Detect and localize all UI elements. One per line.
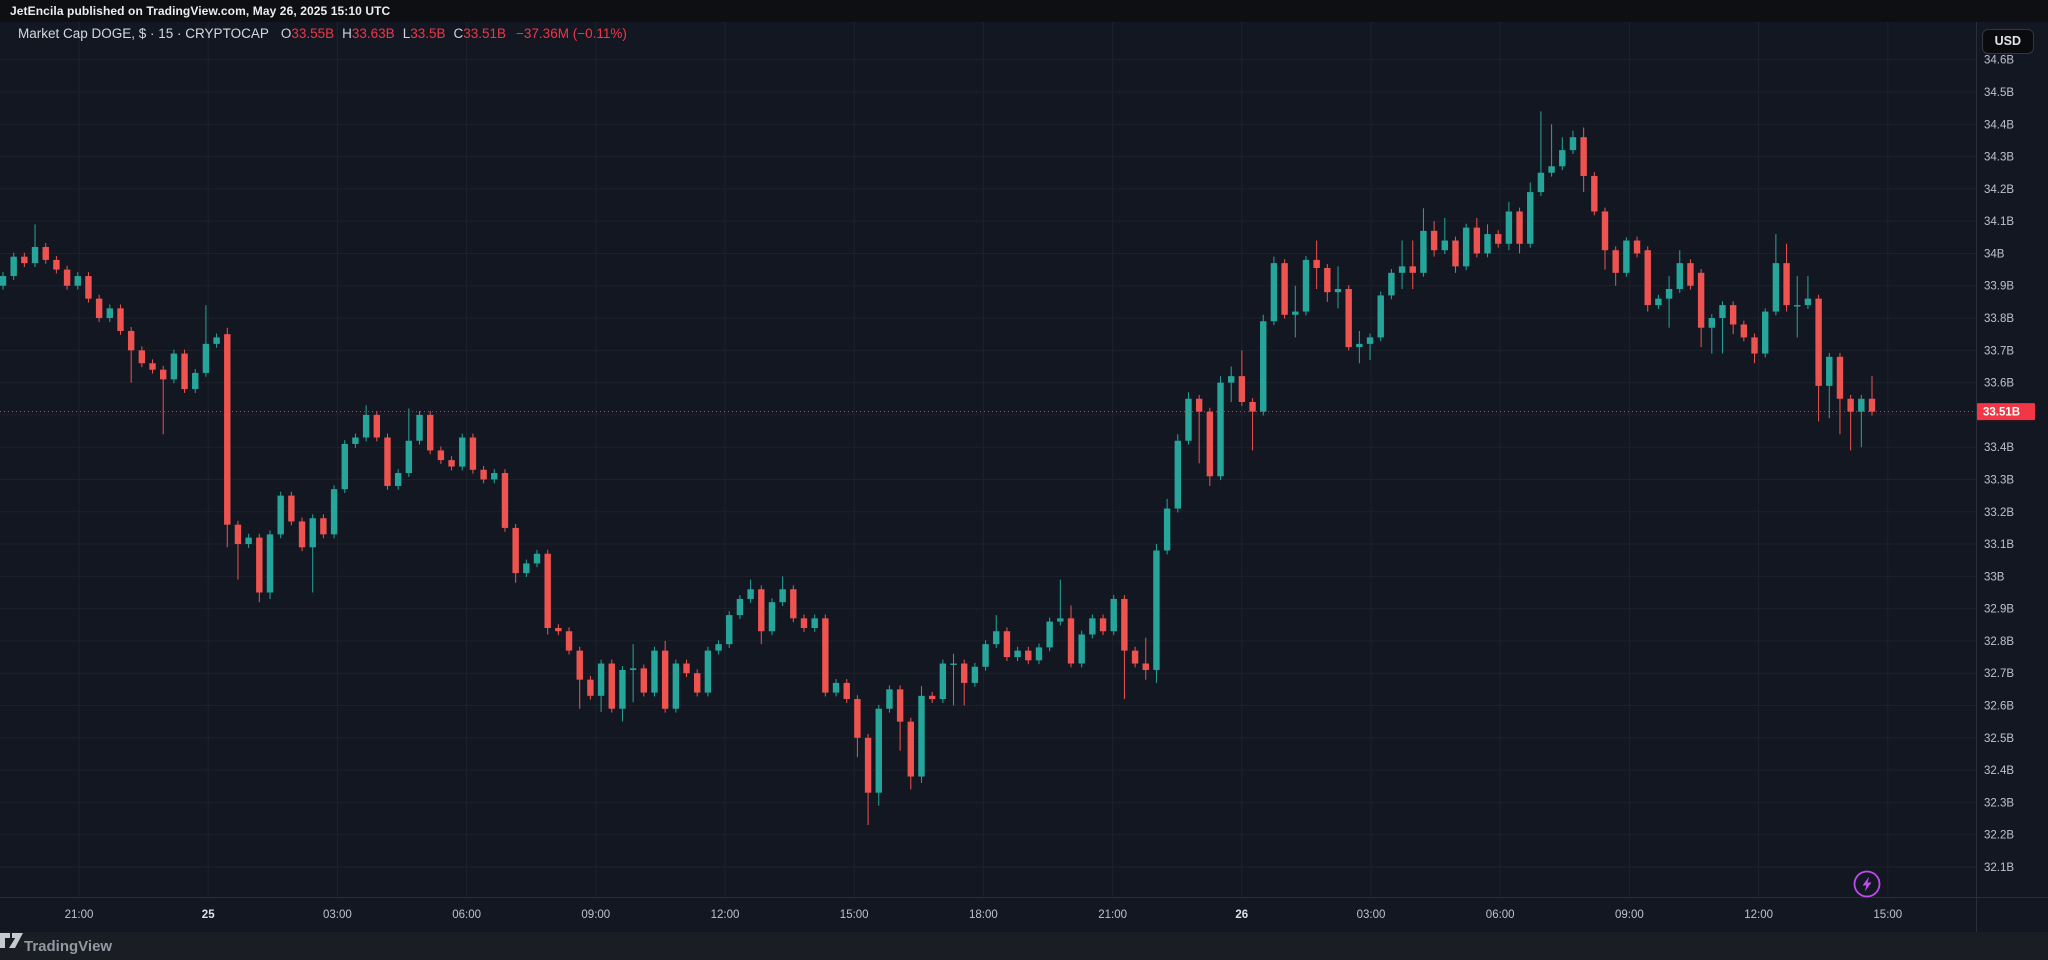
grid-layer xyxy=(0,22,1976,897)
legend-high: H33.63B xyxy=(342,26,395,41)
chart-legend: Market Cap DOGE, $ · 15 · CRYPTOCAP O33.… xyxy=(18,26,627,41)
symbol-title: Market Cap DOGE, $ · 15 · CRYPTOCAP xyxy=(18,26,269,41)
boost-lightning-icon[interactable] xyxy=(1853,870,1881,898)
svg-text:33.6B: 33.6B xyxy=(1984,378,2014,390)
svg-text:06:00: 06:00 xyxy=(452,909,481,921)
svg-text:15:00: 15:00 xyxy=(840,909,869,921)
price-tag: 33.51B xyxy=(1977,403,2035,421)
svg-text:15:00: 15:00 xyxy=(1873,909,1902,921)
svg-text:32.7B: 32.7B xyxy=(1984,668,2014,680)
svg-text:34.2B: 34.2B xyxy=(1984,184,2014,196)
svg-text:32.6B: 32.6B xyxy=(1984,701,2014,713)
svg-text:32.2B: 32.2B xyxy=(1984,830,2014,842)
legend-low: L33.5B xyxy=(402,26,446,41)
legend-close: C33.51B xyxy=(453,26,507,41)
tradingview-logo[interactable]: TradingView xyxy=(0,933,113,955)
svg-text:34.4B: 34.4B xyxy=(1984,119,2014,131)
legend-open: O33.55B xyxy=(280,26,335,41)
svg-text:21:00: 21:00 xyxy=(65,909,94,921)
tradingview-brand-text: TradingView xyxy=(24,937,113,955)
footer-bar: TradingView xyxy=(0,932,2048,960)
svg-text:33.4B: 33.4B xyxy=(1984,442,2014,454)
svg-text:18:00: 18:00 xyxy=(969,909,998,921)
svg-text:33B: 33B xyxy=(1984,571,2005,583)
candles-layer[interactable] xyxy=(0,111,1876,825)
svg-text:09:00: 09:00 xyxy=(581,909,610,921)
svg-text:32.8B: 32.8B xyxy=(1984,636,2014,648)
svg-text:33.51B: 33.51B xyxy=(1983,407,2020,419)
svg-text:33.8B: 33.8B xyxy=(1984,313,2014,325)
svg-text:33.9B: 33.9B xyxy=(1984,281,2014,293)
svg-text:33.2B: 33.2B xyxy=(1984,507,2014,519)
currency-usd-button[interactable]: USD xyxy=(1981,29,2034,54)
svg-text:33.3B: 33.3B xyxy=(1984,474,2014,486)
axis-borders xyxy=(0,22,2048,932)
svg-text:03:00: 03:00 xyxy=(1357,909,1386,921)
price-axis[interactable]: 32.1B 32.2B 32.3B 32.4B 32.5B 32.6B 32.7B 32.8B… xyxy=(1984,55,2014,874)
svg-text:32.1B: 32.1B xyxy=(1984,862,2014,874)
svg-text:32.3B: 32.3B xyxy=(1984,797,2014,809)
svg-text:33.7B: 33.7B xyxy=(1984,345,2014,357)
svg-text:34.1B: 34.1B xyxy=(1984,216,2014,228)
tradingview-logo-icon xyxy=(0,933,23,948)
publish-info-bar: JetEncila published on TradingView.com, … xyxy=(0,0,2048,22)
svg-text:26: 26 xyxy=(1235,909,1248,921)
svg-text:34B: 34B xyxy=(1984,248,2005,260)
svg-text:33.1B: 33.1B xyxy=(1984,539,2014,551)
svg-text:06:00: 06:00 xyxy=(1486,909,1515,921)
svg-text:34.6B: 34.6B xyxy=(1984,55,2014,67)
svg-text:34.5B: 34.5B xyxy=(1984,87,2014,99)
svg-text:09:00: 09:00 xyxy=(1615,909,1644,921)
svg-text:32.5B: 32.5B xyxy=(1984,733,2014,745)
svg-text:12:00: 12:00 xyxy=(1744,909,1773,921)
svg-text:32.4B: 32.4B xyxy=(1984,765,2014,777)
publish-info-text: JetEncila published on TradingView.com, … xyxy=(10,4,391,18)
svg-text:34.3B: 34.3B xyxy=(1984,152,2014,164)
svg-text:12:00: 12:00 xyxy=(711,909,740,921)
svg-text:32.9B: 32.9B xyxy=(1984,604,2014,616)
svg-text:21:00: 21:00 xyxy=(1098,909,1127,921)
svg-text:25: 25 xyxy=(202,909,215,921)
time-axis[interactable]: 21:00 25 03:00 06:00 09:00 12:00 15:00 18:00 21:… xyxy=(65,909,1903,921)
svg-text:03:00: 03:00 xyxy=(323,909,352,921)
legend-change: −37.36M (−0.11%) xyxy=(516,26,627,41)
